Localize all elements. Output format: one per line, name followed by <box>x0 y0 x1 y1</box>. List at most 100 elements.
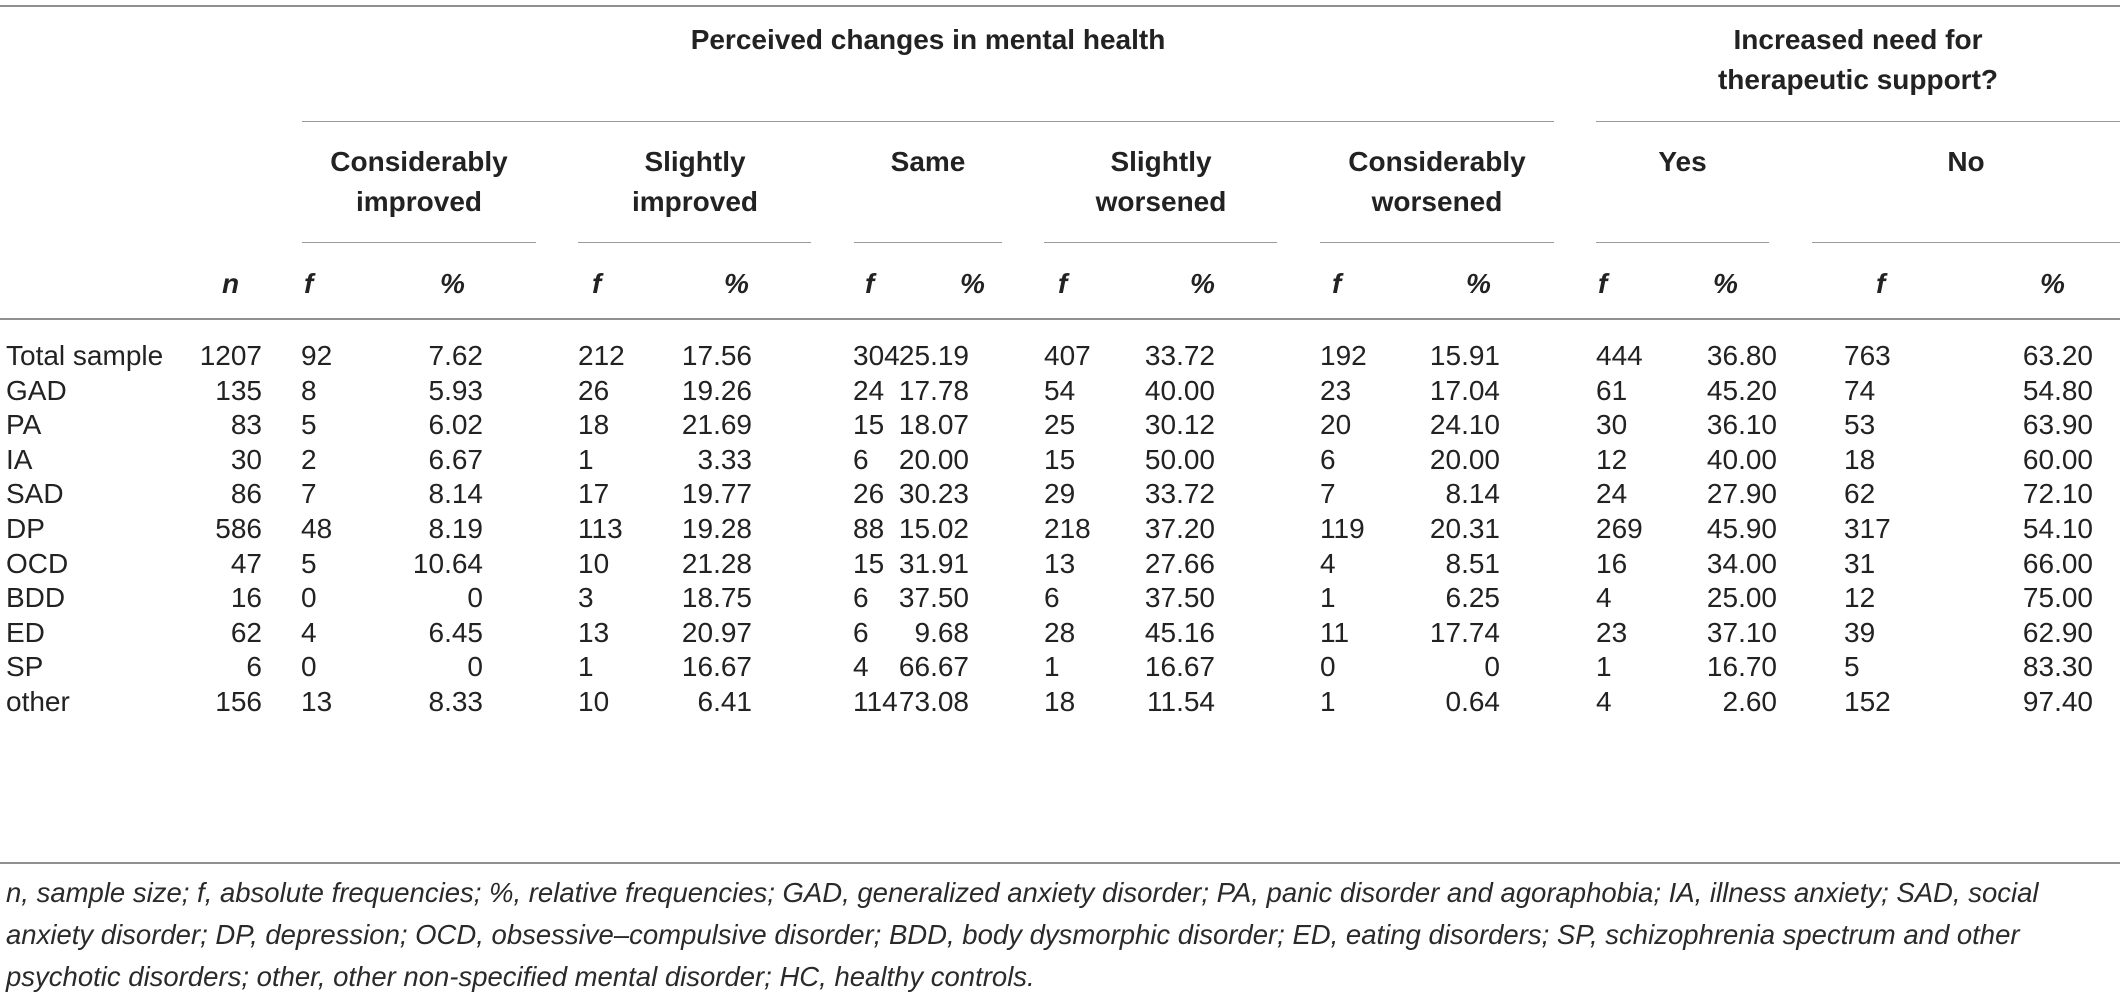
cell-ci-f: 5 <box>301 409 317 441</box>
category-header-slightly-improved-1: Slightly <box>644 146 746 177</box>
cell-yes-pct: 16.70 <box>1706 651 1777 683</box>
cell-no-f: 74 <box>1844 374 1876 406</box>
cell-si-f: 18 <box>578 409 610 441</box>
subheader-yes-f: f <box>1598 268 1608 299</box>
cell-no-pct: 72.10 <box>2022 478 2093 510</box>
cell-sw-pct: 11.54 <box>1147 686 1215 717</box>
cell-yes-f: 30 <box>1596 409 1628 441</box>
cell-n: 30 <box>230 443 262 475</box>
cat-rule-considerably-improved <box>302 242 536 243</box>
cell-cw-pct: 20.31 <box>1429 513 1500 544</box>
cell-ci-pct: 8.19 <box>428 513 484 544</box>
cell-same-f: 88 <box>853 513 885 544</box>
cell-n: 156 <box>215 686 262 717</box>
header-bottom-rule <box>0 318 2120 320</box>
cell-sw-f: 15 <box>1044 443 1076 475</box>
subheader-ci-pct: % <box>440 268 465 299</box>
cell-si-f: 26 <box>578 374 610 406</box>
cell-same-pct: 15.02 <box>898 513 969 544</box>
group-rule-support <box>1596 121 2120 122</box>
cell-si-pct: 17.56 <box>681 340 752 371</box>
cell-no-f: 53 <box>1844 409 1876 441</box>
cell-cw-f: 119 <box>1320 513 1365 544</box>
row-label: other <box>6 686 70 717</box>
subheader-same-f: f <box>865 268 875 299</box>
cell-sw-f: 54 <box>1044 374 1076 406</box>
cell-ci-f: 0 <box>301 582 317 614</box>
cell-cw-pct: 24.10 <box>1429 409 1500 441</box>
category-header-slightly-improved-2: improved <box>631 186 759 217</box>
cell-no-pct: 83.30 <box>2022 651 2093 683</box>
subheader-ci-f: f <box>304 268 314 299</box>
cell-cw-pct: 6.25 <box>1445 582 1501 614</box>
cell-no-pct: 54.10 <box>2022 513 2093 544</box>
cell-cw-pct: 15.91 <box>1429 340 1500 371</box>
category-header-no-1: No <box>1947 146 1985 177</box>
cell-ci-pct: 8.33 <box>428 686 484 717</box>
cell-yes-pct: 40.00 <box>1706 443 1777 475</box>
cell-same-f: 6 <box>853 582 869 614</box>
cell-cw-f: 192 <box>1320 340 1367 371</box>
cell-same-pct: 25.19 <box>898 340 969 371</box>
cell-si-pct: 18.75 <box>681 582 752 614</box>
cell-no-f: 317 <box>1844 513 1891 544</box>
cell-no-f: 152 <box>1844 686 1891 717</box>
cell-si-pct: 19.28 <box>681 513 752 544</box>
cell-sw-f: 29 <box>1044 478 1076 510</box>
group-header-support-line1: Increased need for <box>1733 24 1983 55</box>
cell-si-f: 3 <box>578 582 594 614</box>
cell-same-pct: 31.91 <box>898 547 969 579</box>
cell-cw-f: 6 <box>1320 443 1336 475</box>
cell-sw-pct: 27.66 <box>1144 547 1215 579</box>
cell-sw-f: 28 <box>1044 616 1076 648</box>
cell-same-f: 26 <box>853 478 885 510</box>
category-header-slightly-worsened-2: worsened <box>1095 186 1227 217</box>
cell-yes-pct: 25.00 <box>1706 582 1777 614</box>
subheader-sw-pct: % <box>1190 268 1215 299</box>
cell-si-f: 212 <box>578 340 625 371</box>
cell-ci-pct: 7.62 <box>428 340 484 371</box>
cell-sw-f: 1 <box>1044 651 1060 683</box>
cat-rule-no <box>1812 242 2120 243</box>
cell-yes-f: 23 <box>1596 616 1628 648</box>
cell-ci-pct: 6.02 <box>428 409 484 441</box>
cell-sw-pct: 37.20 <box>1144 513 1215 544</box>
cell-ci-pct: 0 <box>467 651 483 683</box>
cell-ci-f: 8 <box>301 374 317 406</box>
cell-si-pct: 21.69 <box>681 409 752 441</box>
cat-rule-slightly-improved <box>578 242 811 243</box>
cell-no-pct: 60.00 <box>2022 443 2093 475</box>
cell-cw-pct: 8.14 <box>1445 478 1501 510</box>
cell-ci-pct: 8.14 <box>428 478 484 510</box>
cell-no-pct: 62.90 <box>2022 616 2093 648</box>
cell-yes-f: 444 <box>1596 340 1643 371</box>
category-header-yes-1: Yes <box>1658 146 1707 177</box>
row-label: DP <box>6 513 45 544</box>
cell-same-f: 15 <box>853 547 885 579</box>
cell-sw-pct: 50.00 <box>1144 443 1215 475</box>
top-rule <box>0 5 2120 7</box>
cell-sw-f: 407 <box>1044 340 1091 371</box>
cell-same-pct: 30.23 <box>898 478 969 510</box>
group-header-mental-health: Perceived changes in mental health <box>690 24 1166 55</box>
cell-no-pct: 54.80 <box>2022 374 2093 406</box>
row-label: OCD <box>6 547 69 579</box>
cell-si-pct: 19.26 <box>681 374 752 406</box>
cat-rule-considerably-worsened <box>1320 242 1554 243</box>
cell-same-pct: 37.50 <box>898 582 969 614</box>
cell-sw-f: 25 <box>1044 409 1076 441</box>
cell-yes-f: 61 <box>1596 374 1628 406</box>
row-label: SP <box>6 651 44 683</box>
cell-no-pct: 63.90 <box>2022 409 2093 441</box>
subheader-sw-f: f <box>1058 268 1068 299</box>
cell-n: 62 <box>230 616 262 648</box>
cat-rule-yes <box>1596 242 1769 243</box>
cell-no-pct: 63.20 <box>2022 340 2093 371</box>
cell-ci-pct: 6.67 <box>428 443 484 475</box>
category-header-same-1: Same <box>890 146 966 177</box>
cell-same-f: 24 <box>853 374 885 406</box>
cell-same-f: 15 <box>853 409 885 441</box>
cell-ci-f: 7 <box>301 478 317 510</box>
cell-cw-pct: 8.51 <box>1445 547 1501 579</box>
